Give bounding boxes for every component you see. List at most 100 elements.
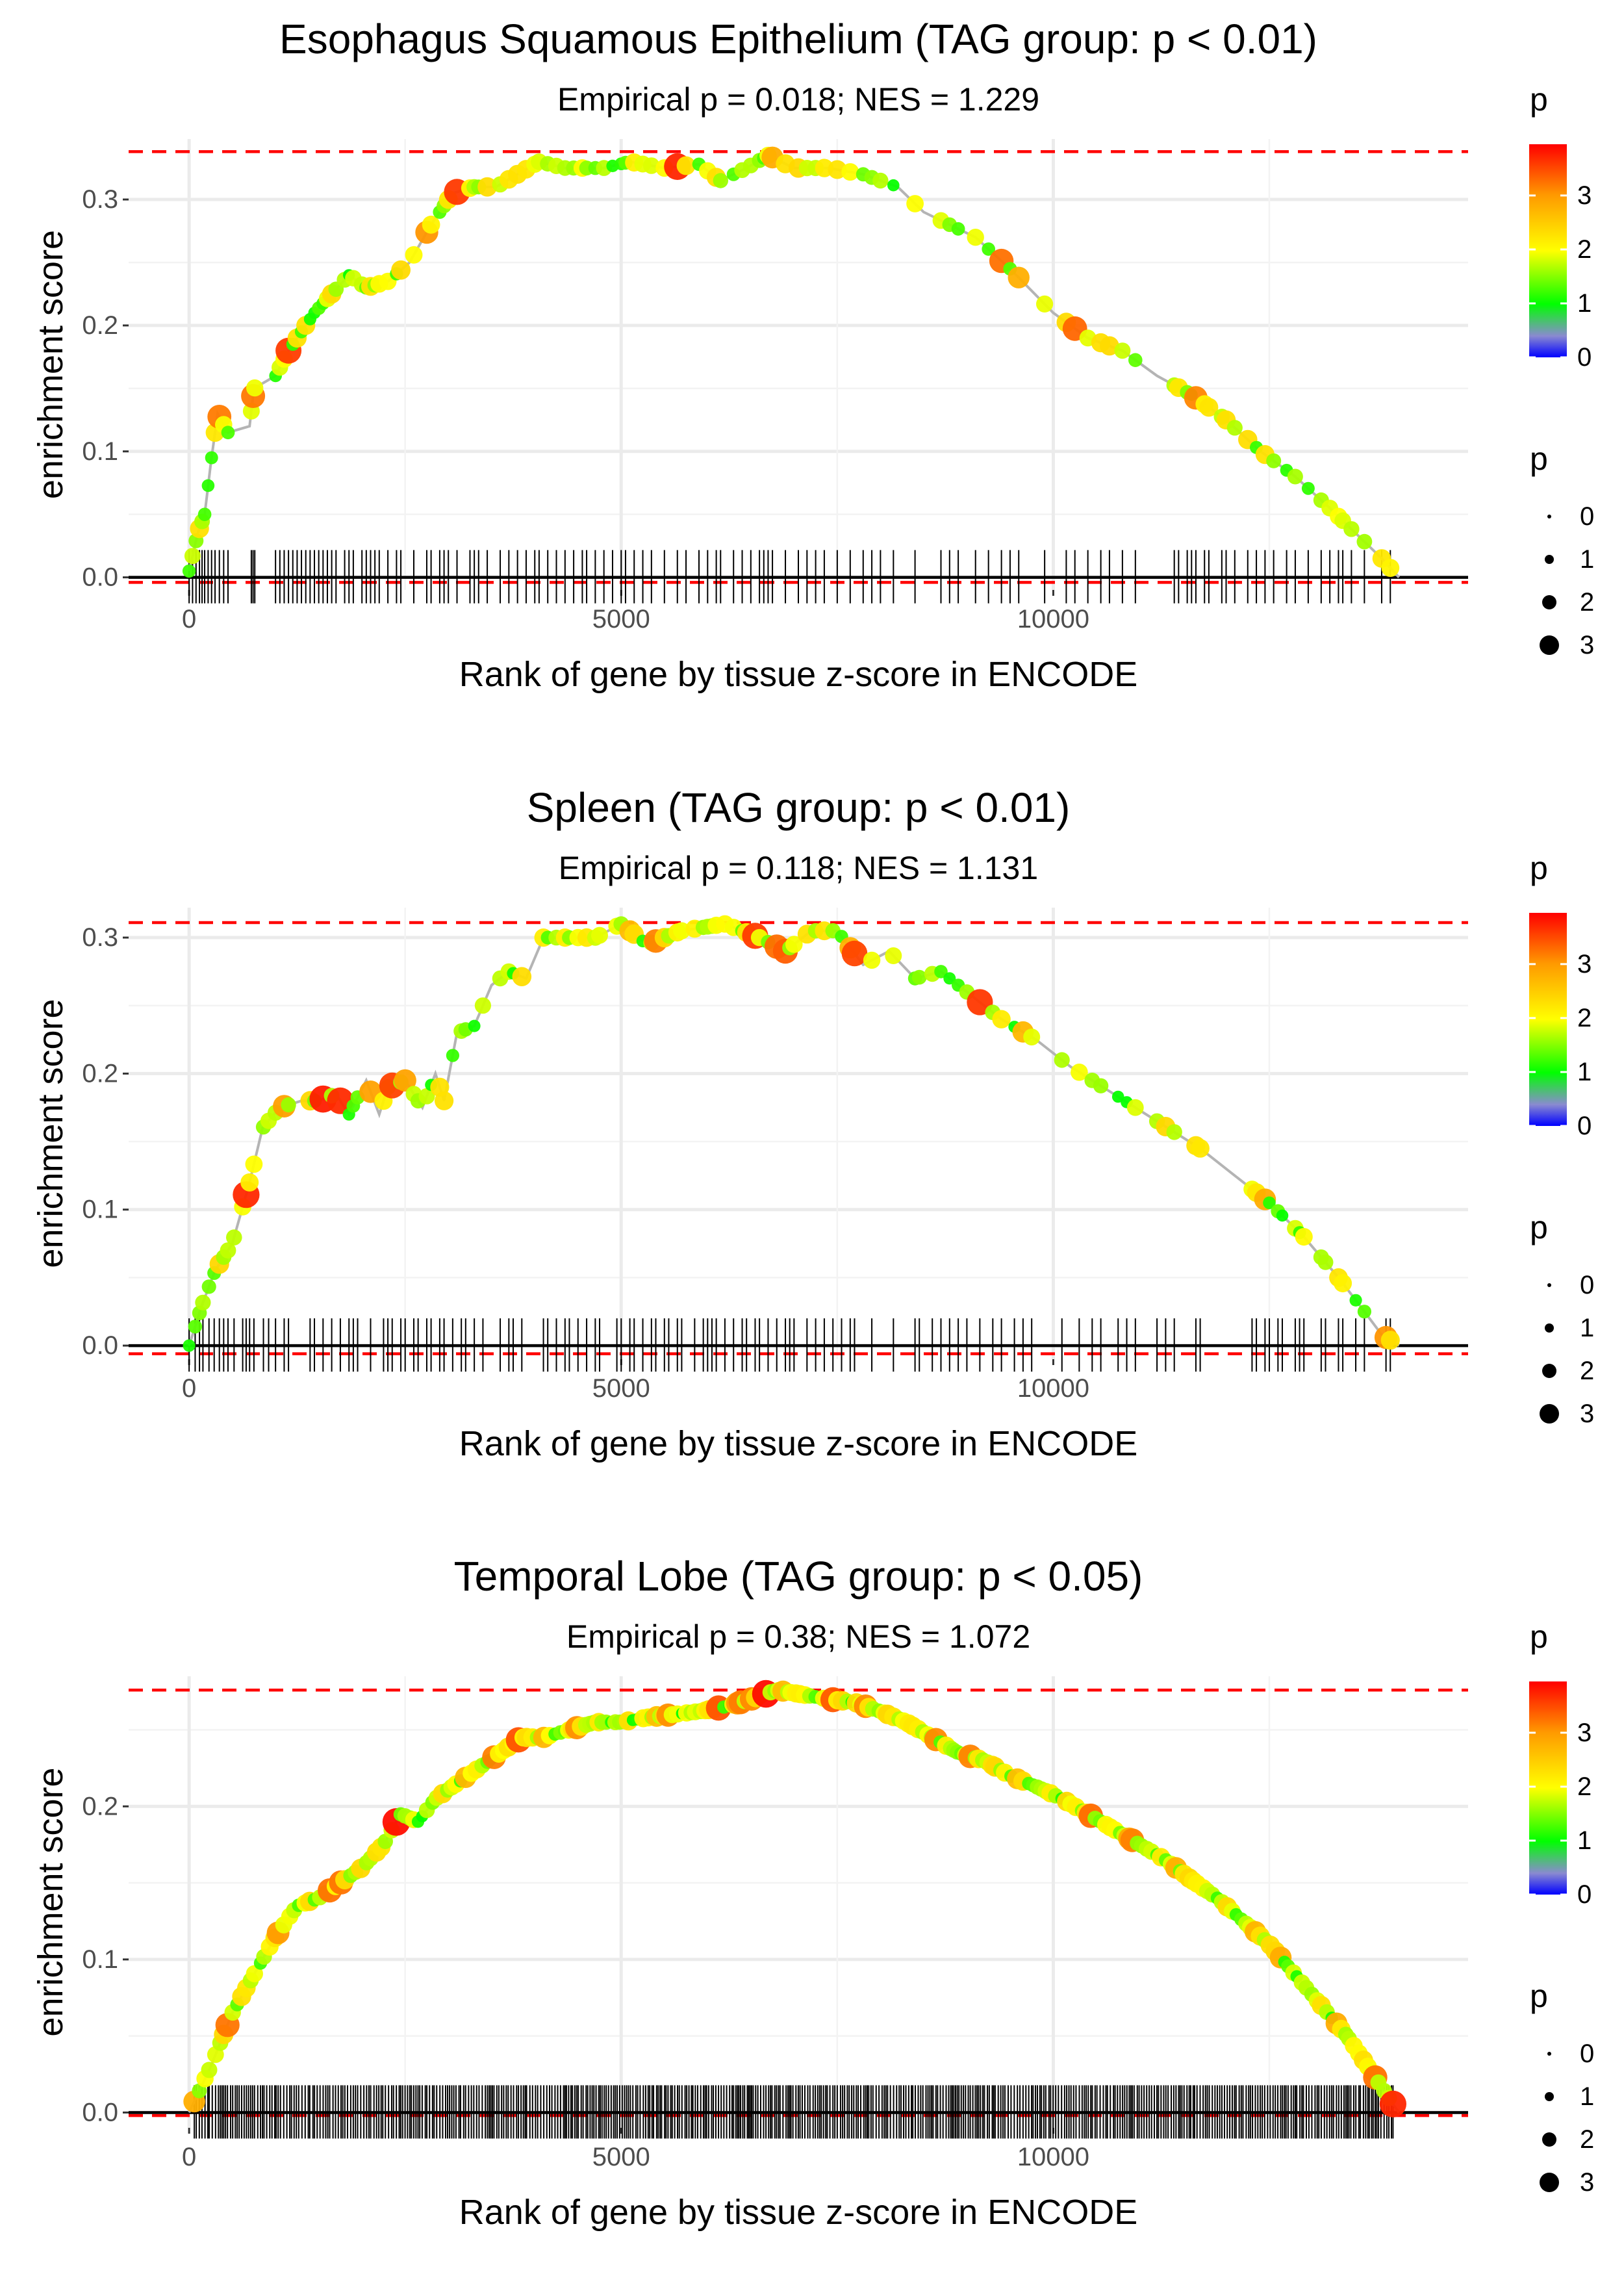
size-legend-title: p xyxy=(1530,441,1548,477)
enrichment-point xyxy=(1093,1078,1109,1093)
enrichment-point xyxy=(435,1091,454,1110)
enrichment-point xyxy=(201,479,215,492)
chart-subtitle: Empirical p = 0.118; NES = 1.131 xyxy=(559,850,1038,886)
enrichment-point xyxy=(245,1155,263,1173)
enrichment-point xyxy=(967,229,984,246)
x-tick-label: 10000 xyxy=(1017,2143,1089,2171)
enrichment-point xyxy=(183,1339,196,1352)
enrichment-point xyxy=(182,564,196,578)
enrichment-curve xyxy=(188,922,1400,1347)
enrichment-point xyxy=(446,1049,460,1062)
size-legend-label: 0 xyxy=(1580,502,1594,531)
size-legend-key xyxy=(1540,2173,1559,2192)
enrichment-point xyxy=(418,1088,435,1105)
x-axis-label: Rank of gene by tissue z-score in ENCODE xyxy=(459,1424,1137,1463)
x-tick-label: 0 xyxy=(182,1374,196,1403)
size-legend-key xyxy=(1545,555,1554,564)
size-legend-key xyxy=(1545,1323,1554,1333)
enrichment-point xyxy=(1301,481,1315,495)
size-legend-label: 2 xyxy=(1580,2125,1594,2154)
colorbar-tick-label: 3 xyxy=(1577,181,1592,210)
enrichment-point xyxy=(951,222,965,236)
size-legend-key xyxy=(1540,1404,1559,1424)
colorbar-gradient xyxy=(1529,913,1567,1126)
enrichment-point xyxy=(992,1010,1011,1028)
enrichment-point xyxy=(1008,266,1030,288)
size-legend-title: p xyxy=(1530,1978,1548,2014)
enrichment-point xyxy=(643,157,660,174)
size-legend-title: p xyxy=(1530,1209,1548,1246)
x-tick-label: 0 xyxy=(182,2143,196,2171)
colorbar-tick-label: 3 xyxy=(1577,950,1592,978)
y-tick-label: 0.1 xyxy=(82,1195,118,1224)
size-legend-label: 1 xyxy=(1580,2082,1594,2111)
enrichment-point xyxy=(676,156,696,175)
enrichment-point xyxy=(468,1019,481,1032)
enrichment-point xyxy=(1356,533,1373,550)
enrichment-point xyxy=(1349,1294,1362,1307)
enrichment-point xyxy=(240,1173,259,1192)
enrichment-point xyxy=(188,1320,203,1334)
enrichment-point xyxy=(1381,559,1400,577)
enrichment-point xyxy=(1226,420,1243,436)
enrichment-points xyxy=(183,915,1400,1352)
colorbar-tick-label: 3 xyxy=(1577,1718,1592,1747)
enrichment-point xyxy=(1343,521,1360,537)
enrichment-point xyxy=(405,246,423,264)
size-legend-label: 1 xyxy=(1580,1314,1594,1342)
colorbar-tick-label: 0 xyxy=(1577,1880,1592,1909)
size-legend-label: 3 xyxy=(1580,2168,1594,2197)
enrichment-point xyxy=(863,951,881,969)
y-tick-label: 0.2 xyxy=(82,1059,118,1088)
colorbar-tick-label: 2 xyxy=(1577,1004,1592,1032)
colorbar-title: p xyxy=(1530,1618,1548,1655)
size-legend-key xyxy=(1547,1283,1551,1287)
colorbar-tick-label: 0 xyxy=(1577,343,1592,372)
enrichment-point xyxy=(394,1069,416,1092)
enrichment-point xyxy=(872,172,889,189)
enrichment-point xyxy=(841,163,859,181)
size-legend-key xyxy=(1540,635,1559,655)
chart-panel-2: Spleen (TAG group: p < 0.01) Empirical p … xyxy=(31,784,1594,1463)
chart-panel-1: Esophagus Squamous Epithelium (TAG group… xyxy=(31,16,1594,694)
colorbar-gradient xyxy=(1529,1681,1567,1895)
colorbar-tick-label: 2 xyxy=(1577,1772,1592,1801)
size-legend-key xyxy=(1545,2092,1554,2101)
y-tick-label: 0.0 xyxy=(82,2098,118,2127)
enrichment-point xyxy=(246,379,264,397)
enrichment-point xyxy=(201,1279,216,1294)
enrichment-point xyxy=(184,548,201,565)
size-legend-label: 3 xyxy=(1580,631,1594,659)
enrichment-point xyxy=(1287,468,1303,485)
size-legend-key xyxy=(1542,1364,1556,1378)
colorbar-tick-label: 1 xyxy=(1577,1058,1592,1086)
x-tick-label: 5000 xyxy=(592,2143,650,2171)
colorbar-tick-label: 0 xyxy=(1577,1112,1592,1140)
chart-title: Spleen (TAG group: p < 0.01) xyxy=(527,784,1071,831)
colorbar-tick-label: 2 xyxy=(1577,235,1592,264)
colorbar-title: p xyxy=(1530,850,1548,886)
enrichment-point xyxy=(1317,1254,1334,1270)
y-tick-label: 0.3 xyxy=(82,185,118,214)
gene-hit-rug xyxy=(188,1318,1391,1372)
enrichment-point xyxy=(1036,295,1054,313)
enrichment-point xyxy=(1054,1052,1070,1068)
size-legend-label: 2 xyxy=(1580,588,1594,617)
enrichment-point xyxy=(1276,1209,1289,1222)
chart-panel-3: Temporal Lobe (TAG group: p < 0.05) Empir… xyxy=(31,1553,1594,2232)
x-tick-label: 10000 xyxy=(1017,605,1089,633)
enrichment-points xyxy=(183,1680,1406,2117)
enrichment-points xyxy=(182,146,1400,578)
enrichment-point xyxy=(1114,342,1131,359)
enrichment-point xyxy=(205,451,218,465)
enrichment-point xyxy=(226,1229,242,1246)
enrichment-point xyxy=(943,972,956,985)
enrichment-point xyxy=(1357,1305,1371,1319)
enrichment-point xyxy=(1266,453,1282,468)
y-axis-label: enrichment score xyxy=(31,1767,70,2036)
colorbar-tick-label: 1 xyxy=(1577,289,1592,318)
enrichment-point xyxy=(841,940,868,967)
enrichment-point xyxy=(192,2083,207,2099)
enrichment-point xyxy=(982,242,995,256)
